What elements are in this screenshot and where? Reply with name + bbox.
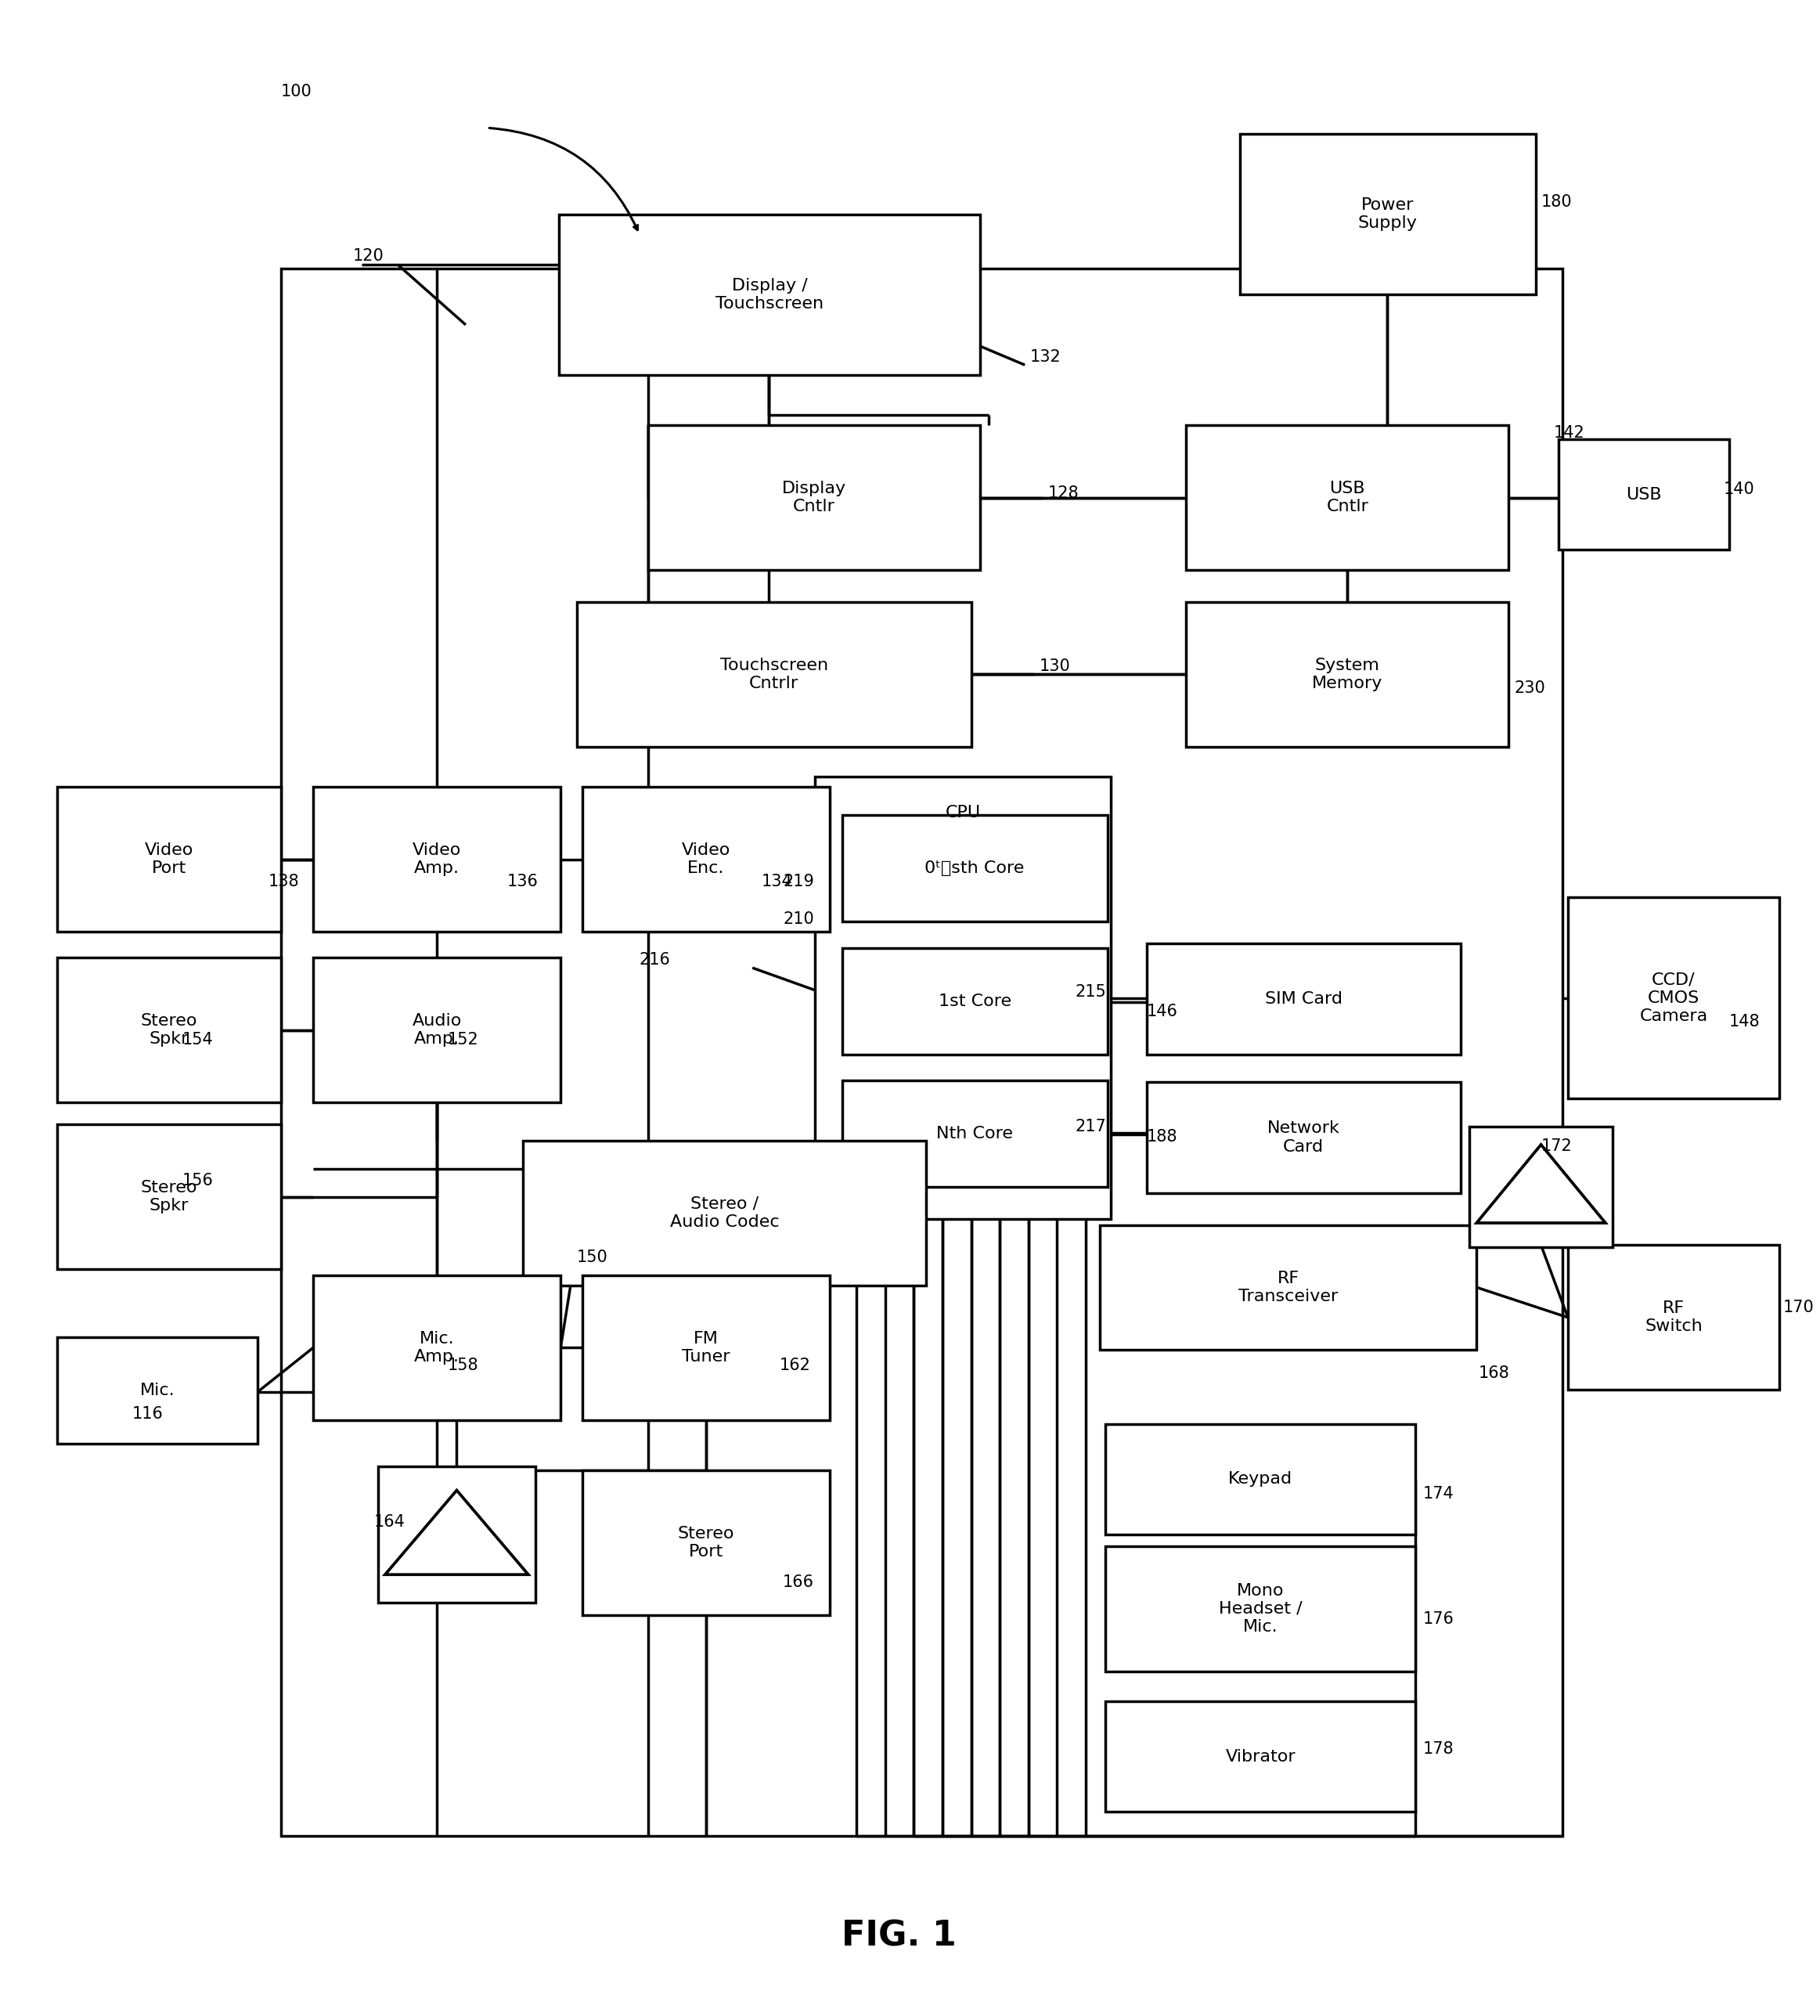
Text: 210: 210 bbox=[783, 911, 814, 927]
Text: 134: 134 bbox=[761, 873, 792, 889]
FancyBboxPatch shape bbox=[1099, 1226, 1476, 1349]
FancyBboxPatch shape bbox=[56, 958, 280, 1103]
FancyBboxPatch shape bbox=[313, 1276, 561, 1419]
Text: 120: 120 bbox=[353, 248, 384, 264]
Text: FIG. 1: FIG. 1 bbox=[843, 1919, 957, 1954]
Text: Touchscreen
Cntrlr: Touchscreen Cntrlr bbox=[721, 657, 828, 691]
Text: 100: 100 bbox=[280, 83, 313, 99]
FancyBboxPatch shape bbox=[379, 1466, 535, 1603]
Text: 180: 180 bbox=[1542, 194, 1572, 210]
Text: 154: 154 bbox=[182, 1032, 213, 1048]
FancyBboxPatch shape bbox=[843, 948, 1107, 1054]
Text: 132: 132 bbox=[1030, 349, 1061, 365]
FancyBboxPatch shape bbox=[815, 776, 1110, 1220]
Text: 230: 230 bbox=[1514, 681, 1545, 696]
Text: 1st Core: 1st Core bbox=[937, 994, 1012, 1008]
Text: 152: 152 bbox=[448, 1032, 479, 1048]
Text: 216: 216 bbox=[639, 952, 672, 968]
Text: RF
Transceiver: RF Transceiver bbox=[1238, 1270, 1338, 1304]
Text: 150: 150 bbox=[577, 1250, 608, 1264]
FancyBboxPatch shape bbox=[582, 1276, 830, 1419]
Text: 162: 162 bbox=[779, 1357, 810, 1373]
Text: RF
Switch: RF Switch bbox=[1645, 1300, 1702, 1335]
Text: 138: 138 bbox=[269, 873, 300, 889]
Text: Power
Supply: Power Supply bbox=[1358, 198, 1418, 232]
Text: CCD/
CMOS
Camera: CCD/ CMOS Camera bbox=[1640, 972, 1707, 1024]
Text: USB
Cntlr: USB Cntlr bbox=[1327, 480, 1369, 514]
Text: 156: 156 bbox=[182, 1173, 213, 1189]
Text: Nth Core: Nth Core bbox=[935, 1125, 1014, 1141]
Text: 188: 188 bbox=[1147, 1129, 1178, 1145]
FancyBboxPatch shape bbox=[1105, 1702, 1416, 1812]
FancyBboxPatch shape bbox=[577, 603, 972, 746]
FancyBboxPatch shape bbox=[1469, 1127, 1613, 1248]
FancyBboxPatch shape bbox=[843, 814, 1107, 921]
Text: 174: 174 bbox=[1423, 1486, 1454, 1502]
Text: 176: 176 bbox=[1423, 1611, 1454, 1627]
Text: Mic.: Mic. bbox=[140, 1383, 175, 1399]
Text: Stereo
Spkr: Stereo Spkr bbox=[140, 1179, 197, 1214]
Text: Audio
Amp.: Audio Amp. bbox=[411, 1014, 462, 1046]
FancyBboxPatch shape bbox=[56, 1125, 280, 1270]
Text: 178: 178 bbox=[1423, 1742, 1454, 1758]
Text: 148: 148 bbox=[1729, 1014, 1760, 1030]
FancyBboxPatch shape bbox=[1105, 1423, 1416, 1534]
FancyBboxPatch shape bbox=[1567, 1246, 1780, 1389]
FancyBboxPatch shape bbox=[313, 958, 561, 1103]
FancyBboxPatch shape bbox=[648, 425, 979, 571]
Text: 164: 164 bbox=[375, 1514, 406, 1530]
Text: Video
Port: Video Port bbox=[144, 843, 193, 877]
Text: Vibrator: Vibrator bbox=[1225, 1748, 1296, 1764]
Text: Display
Cntlr: Display Cntlr bbox=[783, 480, 846, 514]
FancyBboxPatch shape bbox=[1560, 439, 1729, 550]
Text: 140: 140 bbox=[1724, 482, 1754, 498]
Text: 128: 128 bbox=[1048, 486, 1079, 502]
Text: CPU: CPU bbox=[945, 804, 981, 821]
Text: 142: 142 bbox=[1554, 425, 1585, 442]
FancyBboxPatch shape bbox=[280, 268, 1563, 1837]
FancyBboxPatch shape bbox=[582, 1470, 830, 1615]
Text: Display /
Touchscreen: Display / Touchscreen bbox=[715, 278, 823, 312]
Text: Network
Card: Network Card bbox=[1267, 1121, 1340, 1155]
Text: 130: 130 bbox=[1039, 659, 1070, 673]
Text: 146: 146 bbox=[1147, 1004, 1178, 1020]
FancyBboxPatch shape bbox=[1239, 133, 1536, 294]
Text: Mono
Headset /
Mic.: Mono Headset / Mic. bbox=[1219, 1583, 1303, 1635]
Text: Stereo
Spkr: Stereo Spkr bbox=[140, 1014, 197, 1046]
Text: 158: 158 bbox=[448, 1357, 479, 1373]
Text: Keypad: Keypad bbox=[1228, 1472, 1292, 1488]
FancyBboxPatch shape bbox=[1147, 1083, 1460, 1193]
Text: 217: 217 bbox=[1076, 1119, 1107, 1135]
Text: 215: 215 bbox=[1076, 984, 1107, 1000]
Text: 168: 168 bbox=[1478, 1365, 1509, 1381]
Text: Video
Enc.: Video Enc. bbox=[681, 843, 730, 877]
Text: FM
Tuner: FM Tuner bbox=[682, 1331, 730, 1365]
Text: 116: 116 bbox=[133, 1405, 164, 1421]
Text: Video
Amp.: Video Amp. bbox=[413, 843, 462, 877]
FancyBboxPatch shape bbox=[1105, 1546, 1416, 1671]
FancyBboxPatch shape bbox=[1567, 897, 1780, 1099]
Text: 170: 170 bbox=[1784, 1300, 1815, 1314]
FancyBboxPatch shape bbox=[313, 786, 561, 931]
FancyBboxPatch shape bbox=[56, 1337, 258, 1443]
FancyBboxPatch shape bbox=[1187, 425, 1509, 571]
FancyBboxPatch shape bbox=[1147, 943, 1460, 1054]
Text: Stereo /
Audio Codec: Stereo / Audio Codec bbox=[670, 1195, 779, 1230]
Text: USB: USB bbox=[1627, 486, 1662, 502]
Text: System
Memory: System Memory bbox=[1312, 657, 1383, 691]
Text: Stereo
Port: Stereo Port bbox=[677, 1526, 733, 1560]
Text: Mic.
Amp.: Mic. Amp. bbox=[415, 1331, 460, 1365]
Text: SIM Card: SIM Card bbox=[1265, 992, 1343, 1006]
FancyBboxPatch shape bbox=[56, 786, 280, 931]
Text: 0ᵗ˾sth Core: 0ᵗ˾sth Core bbox=[925, 861, 1025, 877]
FancyBboxPatch shape bbox=[1187, 603, 1509, 746]
FancyBboxPatch shape bbox=[522, 1141, 926, 1286]
Text: 219: 219 bbox=[783, 873, 814, 889]
FancyBboxPatch shape bbox=[843, 1081, 1107, 1187]
FancyBboxPatch shape bbox=[582, 786, 830, 931]
Text: 166: 166 bbox=[783, 1574, 814, 1591]
Text: 136: 136 bbox=[508, 873, 539, 889]
FancyBboxPatch shape bbox=[559, 214, 979, 375]
Text: 172: 172 bbox=[1542, 1139, 1572, 1155]
